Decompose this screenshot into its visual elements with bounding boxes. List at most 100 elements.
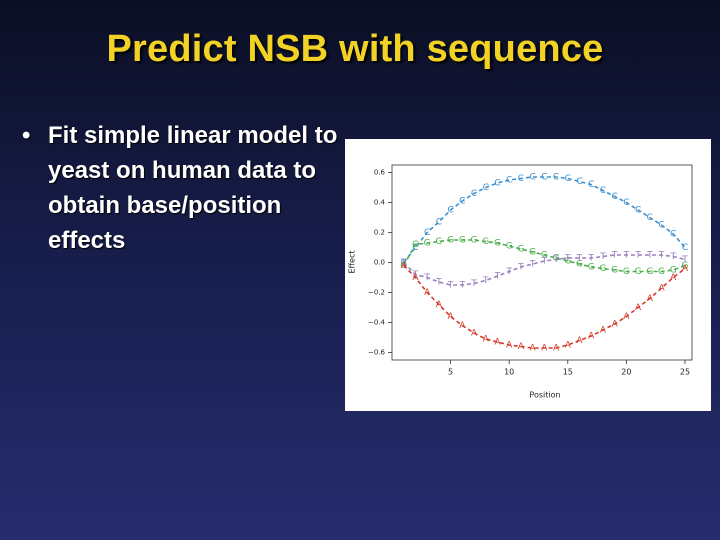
point-marker: T bbox=[670, 252, 677, 262]
point-marker: C bbox=[576, 177, 582, 187]
point-marker: A bbox=[623, 312, 630, 322]
point-marker: A bbox=[658, 284, 665, 294]
point-marker: G bbox=[482, 237, 489, 247]
point-marker: C bbox=[565, 174, 571, 184]
point-marker: G bbox=[412, 240, 419, 250]
point-marker: A bbox=[518, 342, 525, 352]
point-marker: G bbox=[517, 245, 524, 255]
point-marker: C bbox=[447, 206, 453, 216]
point-marker: T bbox=[564, 254, 571, 264]
point-marker: A bbox=[412, 273, 419, 283]
point-marker: G bbox=[541, 251, 548, 261]
point-marker: G bbox=[529, 248, 536, 258]
y-tick-label: −0.2 bbox=[368, 289, 385, 297]
point-marker: T bbox=[541, 257, 548, 267]
point-marker: C bbox=[658, 221, 664, 231]
point-marker: C bbox=[635, 206, 641, 216]
series-line bbox=[403, 176, 686, 263]
point-marker: G bbox=[658, 267, 665, 277]
point-marker: C bbox=[506, 176, 512, 186]
point-marker: A bbox=[530, 344, 537, 354]
point-marker: T bbox=[529, 260, 536, 270]
y-tick-label: 0.6 bbox=[374, 169, 386, 177]
point-marker: C bbox=[518, 174, 524, 184]
point-marker: G bbox=[588, 263, 595, 273]
y-axis-label: Effect bbox=[348, 250, 357, 273]
series-line bbox=[403, 254, 686, 286]
point-marker: C bbox=[670, 230, 676, 240]
slide-title: Predict NSB with sequence bbox=[106, 28, 604, 70]
point-marker: G bbox=[646, 267, 653, 277]
point-marker: G bbox=[576, 260, 583, 270]
point-marker: T bbox=[517, 263, 524, 273]
point-marker: A bbox=[565, 341, 572, 351]
x-tick-label: 15 bbox=[563, 368, 573, 377]
point-marker: T bbox=[646, 251, 653, 261]
point-marker: G bbox=[553, 254, 560, 264]
point-marker: T bbox=[552, 255, 559, 265]
point-marker: A bbox=[647, 294, 654, 304]
point-marker: C bbox=[424, 228, 430, 238]
point-marker: C bbox=[459, 197, 465, 207]
point-marker: A bbox=[541, 344, 548, 354]
point-marker: A bbox=[635, 303, 642, 313]
point-marker: C bbox=[494, 179, 500, 189]
point-marker: T bbox=[412, 270, 419, 280]
point-marker: A bbox=[483, 335, 490, 345]
point-marker: A bbox=[600, 326, 607, 336]
y-tick-label: −0.6 bbox=[368, 349, 386, 357]
x-tick-label: 20 bbox=[621, 368, 631, 377]
point-marker: T bbox=[447, 281, 454, 291]
point-marker: C bbox=[612, 192, 618, 202]
point-marker: C bbox=[647, 213, 653, 223]
point-marker: C bbox=[412, 243, 418, 253]
y-tick-label: 0.4 bbox=[374, 199, 386, 207]
series-line bbox=[403, 239, 686, 273]
point-marker: G bbox=[506, 242, 513, 252]
point-marker: A bbox=[401, 261, 408, 271]
point-marker: T bbox=[459, 281, 466, 291]
point-marker: T bbox=[611, 251, 618, 261]
y-tick-label: −0.4 bbox=[368, 319, 386, 327]
point-marker: A bbox=[459, 321, 466, 331]
point-marker: A bbox=[494, 338, 501, 348]
point-marker: A bbox=[448, 312, 455, 322]
point-marker: A bbox=[588, 332, 595, 342]
point-marker: A bbox=[682, 264, 689, 274]
point-marker: C bbox=[553, 173, 559, 183]
point-marker: A bbox=[612, 320, 619, 330]
point-marker: G bbox=[670, 266, 677, 276]
series-line bbox=[403, 264, 686, 349]
x-tick-label: 5 bbox=[448, 368, 453, 377]
point-marker: T bbox=[423, 273, 430, 283]
point-marker: A bbox=[436, 300, 443, 310]
point-marker: C bbox=[623, 198, 629, 208]
point-marker: C bbox=[600, 186, 606, 196]
point-marker: A bbox=[553, 344, 560, 354]
point-marker: G bbox=[459, 236, 466, 246]
point-marker: G bbox=[623, 267, 630, 277]
point-marker: G bbox=[494, 239, 501, 249]
x-tick-label: 25 bbox=[680, 368, 690, 377]
point-marker: C bbox=[483, 183, 489, 193]
point-marker: C bbox=[682, 243, 688, 253]
bullet-text: Fit simple linear model to yeast on huma… bbox=[48, 122, 338, 254]
point-marker: T bbox=[494, 272, 501, 282]
point-marker: T bbox=[470, 279, 477, 289]
point-marker: A bbox=[471, 329, 478, 339]
point-marker: T bbox=[435, 278, 442, 288]
y-tick-label: 0.0 bbox=[374, 259, 385, 267]
point-marker: G bbox=[447, 236, 454, 246]
x-axis-label: Position bbox=[529, 391, 560, 400]
x-tick-label: 10 bbox=[504, 368, 514, 377]
point-marker: G bbox=[471, 236, 478, 246]
bullet-item: • Fit simple linear model to yeast on hum… bbox=[22, 118, 352, 258]
point-marker: C bbox=[529, 173, 535, 183]
point-marker: G bbox=[635, 267, 642, 277]
point-marker: A bbox=[424, 288, 431, 298]
point-marker: T bbox=[658, 251, 665, 261]
point-marker: T bbox=[587, 254, 594, 264]
point-marker: G bbox=[599, 264, 606, 274]
point-marker: T bbox=[576, 254, 583, 264]
